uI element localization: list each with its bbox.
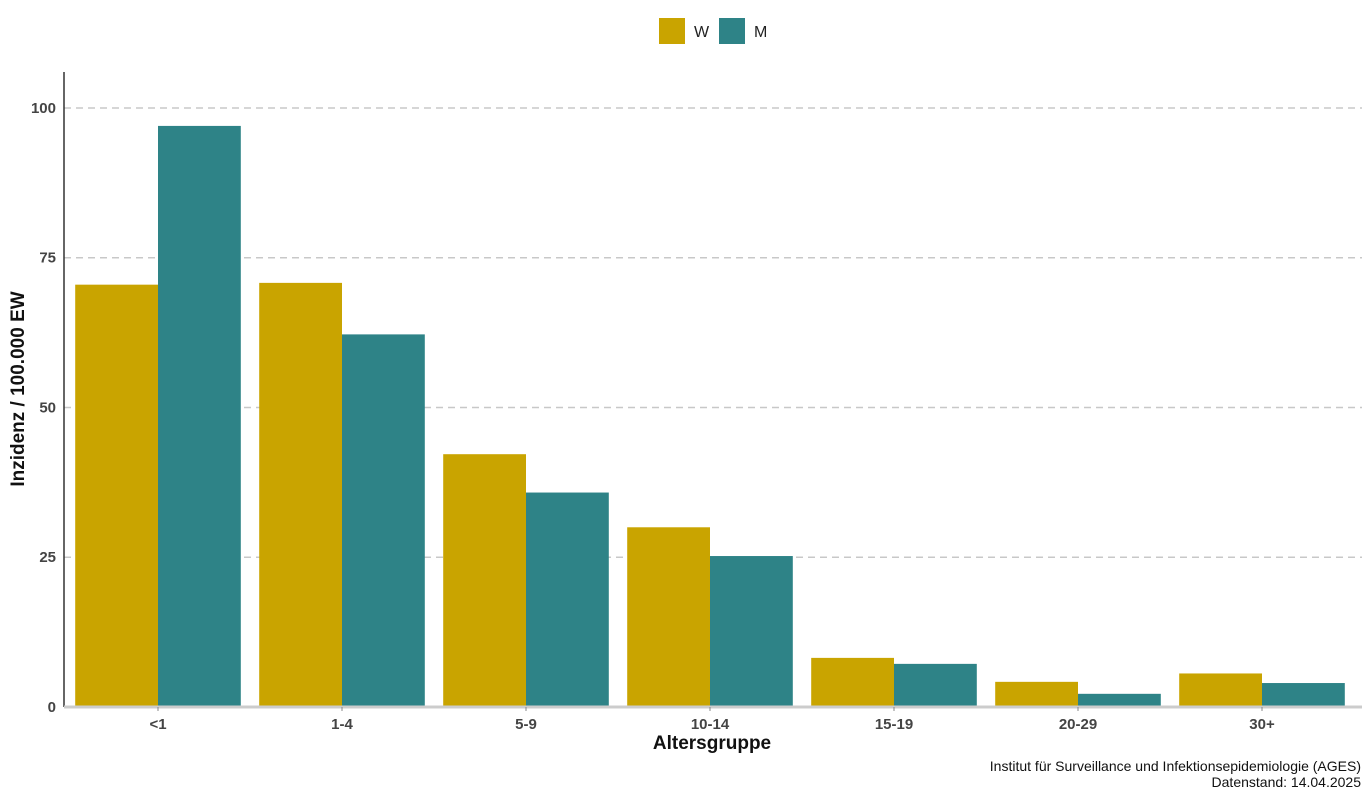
y-tick-label: 75: [39, 250, 56, 267]
bar-w-20-29: [995, 681, 1078, 707]
bar-m-15-19: [894, 663, 977, 707]
x-tick-label: 15-19: [875, 716, 913, 733]
bar-m-5-9: [526, 492, 609, 707]
x-tick-label: 5-9: [515, 716, 537, 733]
bar-w-10-14: [627, 527, 710, 707]
x-axis-title: Altersgruppe: [653, 733, 771, 754]
x-tick-label: <1: [149, 716, 166, 733]
legend-label-w: W: [694, 24, 710, 41]
axes: [63, 72, 1362, 709]
bar-m-1-4: [342, 334, 425, 707]
bar-m-<1: [158, 125, 241, 707]
legend-label-m: M: [754, 24, 767, 41]
bar-w-15-19: [811, 657, 894, 707]
caption-date: Datenstand: 14.04.2025: [1212, 774, 1362, 790]
y-tick-label: 25: [39, 549, 56, 566]
bar-m-20-29: [1078, 693, 1161, 707]
bars: [75, 125, 1345, 707]
bar-w-5-9: [443, 454, 526, 707]
x-tick-label: 10-14: [691, 716, 730, 733]
y-tick-label: 50: [39, 399, 56, 416]
bar-m-30+: [1262, 683, 1345, 707]
y-axis-title: Inzidenz / 100.000 EW: [8, 291, 29, 486]
y-tick-label: 0: [48, 699, 56, 716]
x-tick-label: 20-29: [1059, 716, 1097, 733]
bar-w-<1: [75, 284, 158, 707]
y-tick-label: 100: [31, 100, 56, 117]
x-tick-label: 30+: [1249, 716, 1275, 733]
bar-w-30+: [1179, 673, 1262, 707]
bar-w-1-4: [259, 282, 342, 707]
x-tick-label: 1-4: [331, 716, 353, 733]
bar-m-10-14: [710, 556, 793, 707]
y-tick-labels: 0 25 50 75 100: [31, 100, 56, 716]
x-tick-labels: <1 1-4 5-9 10-14 15-19 20-29 30+: [149, 707, 1275, 733]
legend-swatch-w: [659, 18, 685, 44]
caption-source: Institut für Surveillance und Infektions…: [990, 758, 1361, 774]
legend-swatch-m: [719, 18, 745, 44]
gridlines: [64, 107, 1362, 558]
